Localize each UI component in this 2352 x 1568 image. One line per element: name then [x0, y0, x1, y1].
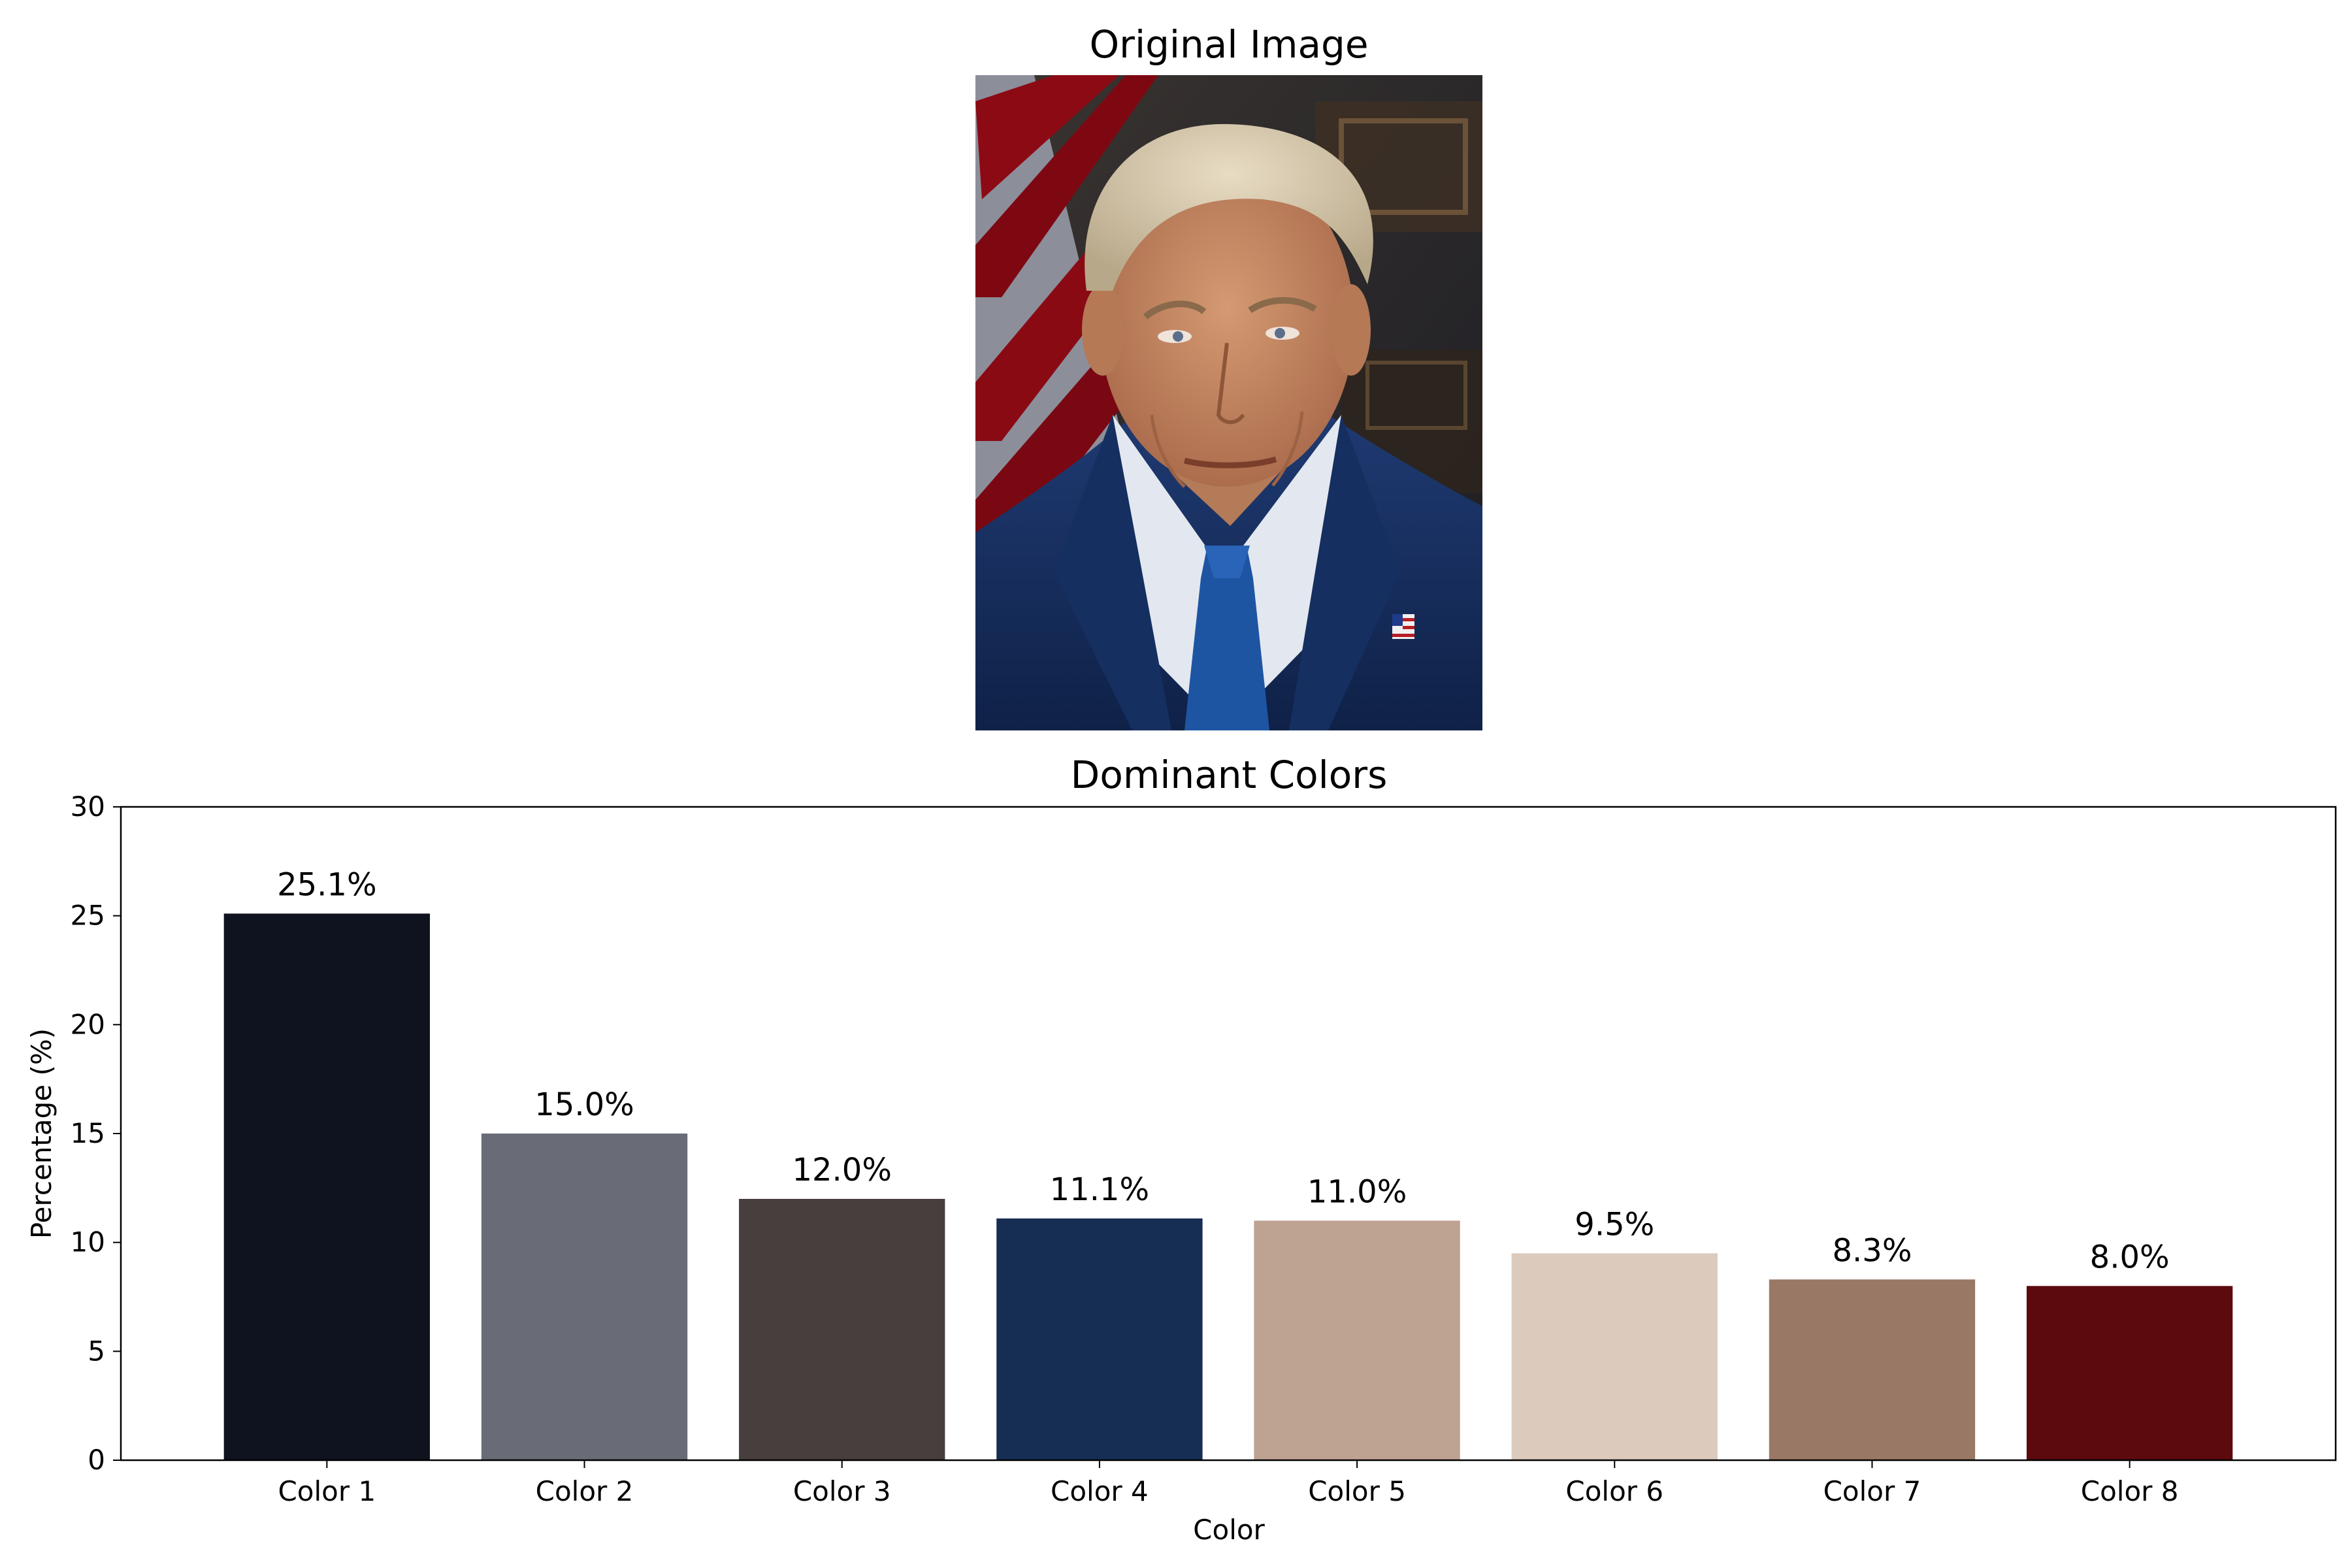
- value-label-1: 25.1%: [277, 866, 376, 903]
- bars-layer: [223, 913, 2233, 1460]
- value-label-7: 8.3%: [1832, 1232, 1912, 1269]
- value-label-8: 8.0%: [2090, 1239, 2170, 1275]
- value-label-5: 11.0%: [1307, 1173, 1407, 1210]
- plot-area-frame: [120, 806, 2337, 1462]
- x-tick-label-6: Color 6: [1565, 1475, 1663, 1507]
- chart-title: Dominant Colors: [1070, 753, 1388, 797]
- value-label-4: 11.1%: [1050, 1171, 1149, 1208]
- value-label-6: 9.5%: [1575, 1206, 1654, 1243]
- bar-8: [2026, 1286, 2233, 1460]
- y-axis-label: Percentage (%): [25, 1028, 57, 1239]
- bar-4: [996, 1218, 1203, 1460]
- x-tick-label-8: Color 8: [2081, 1475, 2179, 1507]
- bar-3: [739, 1199, 945, 1460]
- y-tick-label-4: 20: [71, 1008, 105, 1040]
- bar-7: [1769, 1279, 1976, 1460]
- axes-layer: Color 1 Color 2 Color 3 Color 4 Color 5 Color…: [71, 791, 2337, 1507]
- bar-1: [223, 913, 431, 1460]
- value-labels-layer: 25.1% 15.0% 12.0% 11.1% 11.0% 9.5% 8.3% 8.0%: [277, 866, 2170, 1275]
- x-tick-label-7: Color 7: [1823, 1475, 1921, 1507]
- bar-5: [1254, 1220, 1460, 1460]
- y-tick-label-3: 15: [71, 1117, 105, 1149]
- image-title: Original Image: [1089, 22, 1369, 67]
- y-tick-label-2: 10: [71, 1226, 105, 1258]
- value-label-3: 12.0%: [792, 1152, 891, 1188]
- x-tick-label-3: Color 3: [793, 1475, 891, 1507]
- y-tick-label-0: 0: [88, 1444, 105, 1476]
- y-tick-label-6: 30: [71, 791, 105, 823]
- y-tick-label-5: 25: [71, 900, 105, 932]
- x-tick-label-5: Color 5: [1308, 1475, 1406, 1507]
- bar-6: [1511, 1253, 1718, 1460]
- x-tick-label-1: Color 1: [278, 1475, 376, 1507]
- x-tick-label-4: Color 4: [1051, 1475, 1149, 1507]
- x-tick-label-2: Color 2: [536, 1475, 634, 1507]
- x-axis-label: Color: [1193, 1514, 1265, 1546]
- bar-2: [481, 1134, 688, 1460]
- value-label-2: 15.0%: [534, 1086, 634, 1123]
- y-tick-label-1: 5: [88, 1335, 105, 1367]
- original-photo: [975, 75, 1482, 730]
